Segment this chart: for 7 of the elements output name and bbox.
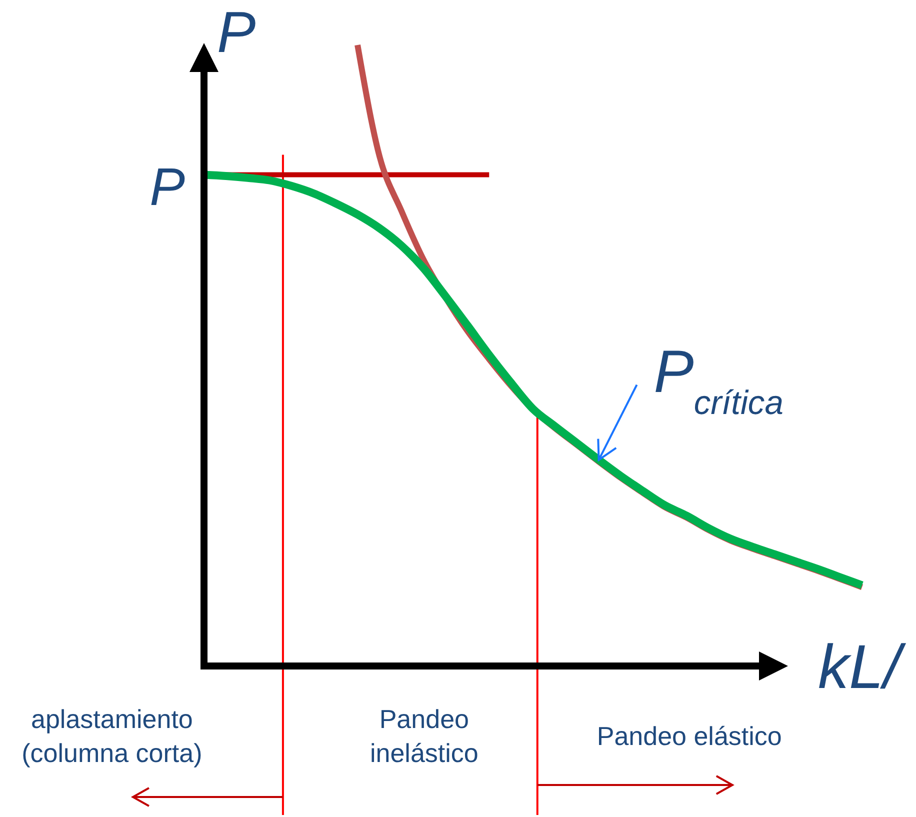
text: Pandeo inelástico (370, 704, 478, 768)
series-label: P (150, 158, 186, 217)
series-label: P$_{crítica}$ (654, 338, 784, 422)
text: aplastamiento (columna corta) (22, 704, 202, 768)
x-axis-title: kL/ (818, 633, 906, 702)
y-axis-title: P (217, 0, 256, 65)
text: Pandeo elástico (596, 721, 782, 751)
